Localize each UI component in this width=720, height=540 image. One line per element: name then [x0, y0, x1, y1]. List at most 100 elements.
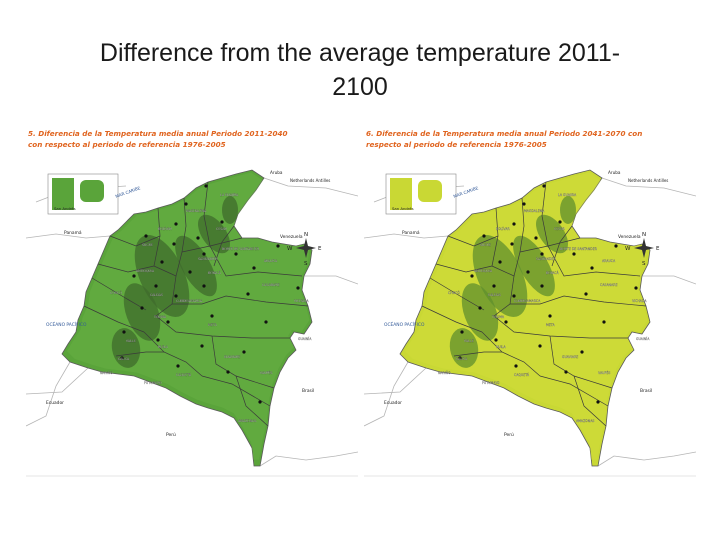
city-marker: [174, 222, 178, 226]
city-marker: [204, 184, 208, 188]
city-marker: [458, 356, 462, 360]
venezuela-border: [304, 275, 358, 285]
department-label: CALDAS: [150, 293, 163, 297]
city-marker: [202, 284, 206, 288]
department-label: CESAR: [216, 227, 228, 231]
panama-border: [364, 233, 449, 239]
department-boundary: [172, 295, 309, 307]
colombia-lowland-tint: [66, 172, 310, 460]
andes-relief: [175, 235, 217, 297]
aruba-label: Aruba: [608, 170, 621, 175]
city-marker: [140, 306, 144, 310]
compass-needle-horizontal: [296, 245, 316, 251]
city-marker: [120, 356, 124, 360]
ecuador-label: Ecuador: [384, 400, 402, 406]
colombia-map-2011-2040: San Andrés LA GUAJIRA MAGDALENA CESAR BOLÍVA…: [26, 169, 358, 477]
city-marker: [258, 400, 262, 404]
department-label: CAQUETÁ: [176, 372, 192, 377]
inset-label: San Andrés: [54, 206, 76, 211]
ecuador-label: Ecuador: [46, 400, 64, 406]
map-panel-2011-2040: San Andrés LA GUAJIRA MAGDALENA CESAR BOLÍVA…: [26, 126, 358, 478]
compass-e: E: [318, 246, 322, 252]
department-label: LA GUAJIRA: [220, 193, 239, 197]
venezuela-coast: [601, 177, 696, 197]
department-label: BOLÍVAR: [158, 226, 173, 231]
department-label: CAUCA: [456, 357, 468, 361]
department-boundary: [97, 263, 155, 273]
compass-w: W: [625, 246, 631, 252]
peru-label: Perú: [166, 431, 176, 438]
department-label: VICHADA: [294, 299, 309, 303]
city-marker: [492, 284, 496, 288]
department-label: TOLIMA: [153, 315, 167, 319]
map-heading: 6. Diferencia de la Temperatura media an…: [366, 129, 643, 149]
andes-relief: [111, 328, 141, 368]
colombia-outline: [61, 169, 313, 467]
compass-w: W: [287, 246, 293, 252]
department-label: CASANARE: [600, 283, 617, 287]
department-label: CESAR: [554, 227, 566, 231]
caribbean-label: MAR CARIBE: [115, 185, 142, 199]
department-boundary: [453, 351, 502, 357]
department-label: SUCRE: [142, 243, 153, 247]
map-heading: 5. Diferencia de la Temperatura media an…: [28, 129, 288, 149]
department-boundary: [429, 277, 485, 311]
city-marker: [540, 284, 544, 288]
city-markers: [458, 184, 638, 404]
city-marker: [220, 220, 224, 224]
department-label: SUCRE: [480, 243, 491, 247]
city-marker: [176, 364, 180, 368]
city-marker: [634, 286, 638, 290]
city-marker: [184, 202, 188, 206]
city-marker: [226, 370, 230, 374]
department-label: META: [208, 323, 217, 327]
inset-island-a: [52, 178, 74, 210]
andes-relief: [449, 328, 479, 368]
department-label: CUNDINAMARCA: [514, 299, 541, 303]
department-labels: LA GUAJIRA MAGDALENA CESAR BOLÍVAR SUCRE NORT…: [100, 193, 312, 423]
department-boundary: [447, 235, 499, 247]
department-label: BOYACÁ: [546, 270, 560, 275]
department-boundary: [549, 335, 613, 389]
department-label: VICHADA: [632, 299, 647, 303]
department-boundary: [510, 295, 647, 307]
department-label: ARAUCA: [264, 259, 278, 263]
department-label: LA GUAJIRA: [558, 193, 577, 197]
department-label: GUAVIARE: [224, 355, 240, 359]
brasil-label: Brasil: [302, 388, 314, 394]
peru-label: Perú: [504, 431, 514, 438]
caribbean-label: MAR CARIBE: [453, 185, 480, 199]
department-label: NARIÑO: [100, 370, 113, 375]
city-marker: [296, 286, 300, 290]
department-label: AMAZONAS: [238, 419, 256, 423]
andes-relief: [560, 196, 576, 224]
department-label: GUAINÍA: [298, 336, 312, 341]
andes-relief: [222, 196, 238, 224]
department-label: PUTUMAYO: [482, 381, 500, 385]
department-label: SANTANDER: [536, 257, 556, 261]
brazil-border: [259, 451, 358, 467]
venezuela-coast: [263, 177, 358, 197]
city-marker: [534, 236, 538, 240]
venezuela-label: Venezuela: [280, 234, 303, 240]
compass-n: N: [304, 232, 308, 238]
city-marker: [172, 242, 176, 246]
department-label: AMAZONAS: [576, 419, 594, 423]
brazil-border: [597, 451, 696, 467]
slide-title: Difference from the average temperature …: [99, 39, 621, 101]
city-marker: [564, 370, 568, 374]
department-boundary: [91, 277, 147, 311]
city-marker: [156, 338, 160, 342]
department-labels: LA GUAJIRA MAGDALENA CESAR BOLÍVAR SUCRE NORT…: [438, 193, 650, 423]
city-marker: [602, 320, 606, 324]
city-marker: [234, 252, 238, 256]
city-marker: [470, 274, 474, 278]
city-marker: [200, 344, 204, 348]
department-boundaries: [421, 181, 647, 427]
aruba-label: Aruba: [270, 170, 283, 175]
department-boundary: [203, 181, 211, 247]
city-marker: [504, 320, 508, 324]
city-marker: [584, 292, 588, 296]
department-boundaries: [83, 181, 309, 427]
inset-island-b: [80, 180, 104, 202]
